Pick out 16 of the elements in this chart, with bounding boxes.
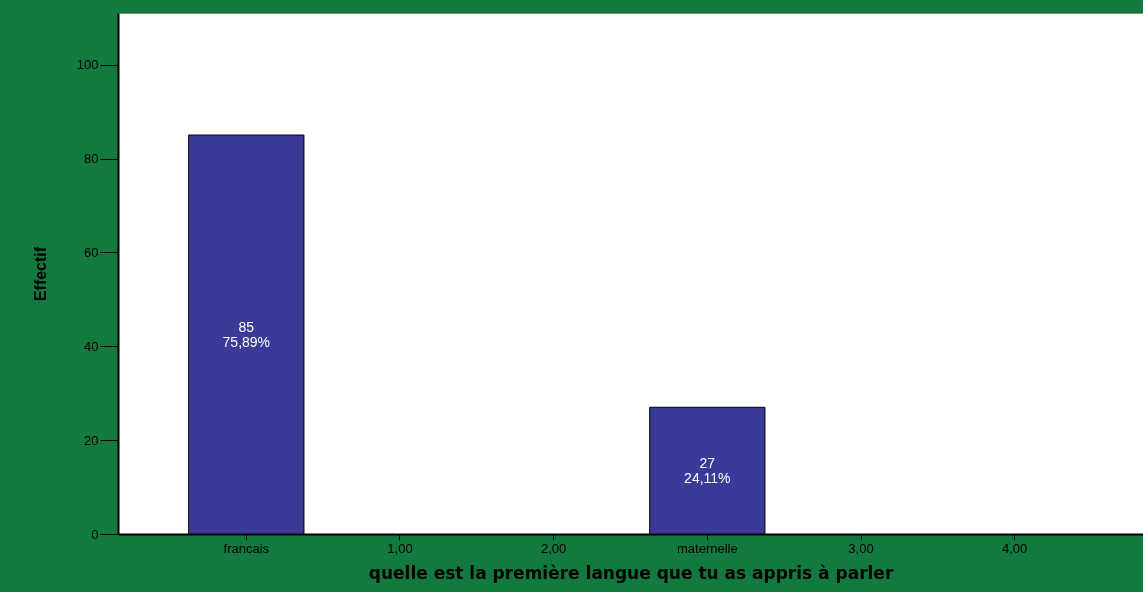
x-tick-label: 4,00 — [1002, 540, 1028, 556]
x-axis-title: quelle est la première langue que tu as appris à parler — [368, 562, 894, 583]
data-label: 27 24,11% — [684, 454, 731, 486]
x-tick-label: 1,00 — [387, 540, 413, 556]
y-tick-label: 80 — [84, 151, 99, 166]
x-tick-label: 3,00 — [848, 540, 874, 556]
data-label: 85 75,89% — [222, 318, 271, 350]
y-tick-label: 40 — [84, 338, 99, 354]
y-axis-title: Effectif — [31, 246, 49, 302]
y-tick-label: 60 — [84, 244, 99, 260]
y-tick-label: 20 — [84, 432, 99, 448]
y-tick-label: 0 — [91, 526, 99, 542]
x-tick-label: francais — [223, 540, 270, 556]
x-tick-label: maternelle — [676, 540, 738, 556]
x-tick-label: 2,00 — [541, 540, 567, 556]
y-tick-label: 100 — [76, 57, 99, 73]
